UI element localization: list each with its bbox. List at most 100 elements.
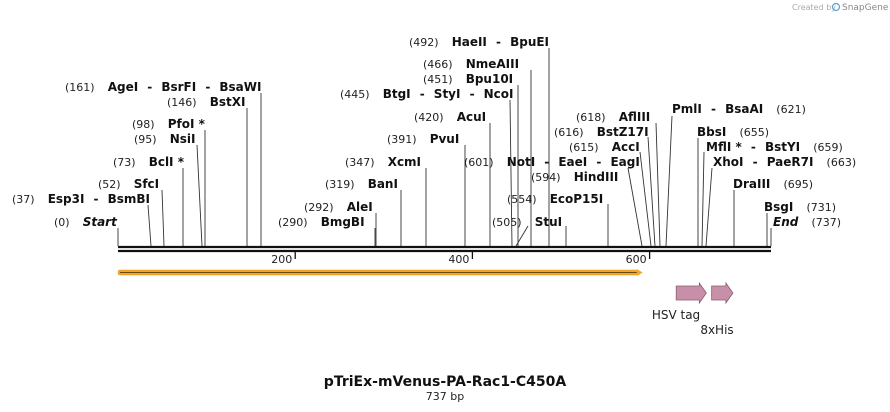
site-mfli[interactable]: MflI * - BstYI (659) <box>706 136 843 155</box>
site-alei[interactable]: (292) AleI <box>304 196 373 215</box>
site-enzyme: NcoI <box>484 87 514 101</box>
site-noti[interactable]: (601) NotI - EaeI - EagI <box>464 151 640 170</box>
site-bcli[interactable]: (73) BclI * <box>113 151 185 170</box>
leader-line <box>705 167 713 247</box>
site-pmli[interactable]: PmlI - BsaAI (621) <box>672 98 806 117</box>
site-enzyme: BbsI <box>697 125 726 139</box>
site-separator: - <box>753 155 758 169</box>
site-enzyme: BstXI <box>210 95 246 109</box>
site-enzyme: StyI <box>434 87 461 101</box>
site-bpu10i[interactable]: (451) Bpu10I <box>423 68 513 87</box>
site-position: (0) <box>54 216 70 229</box>
site-position: (347) <box>345 156 375 169</box>
site-afliii[interactable]: (618) AflIII <box>576 106 650 125</box>
site-enzyme: BsaWI <box>219 80 261 94</box>
site-enzyme: BsmBI <box>108 192 150 206</box>
site-enzyme: BsrFI <box>161 80 196 94</box>
site-bstz17i[interactable]: (616) BstZ17I <box>554 121 649 140</box>
site-leaders <box>117 48 772 247</box>
site-separator: - <box>94 192 99 206</box>
site-enzyme: XcmI <box>388 155 421 169</box>
site-acci[interactable]: (615) AccI <box>569 136 640 155</box>
site-position: (161) <box>65 81 95 94</box>
site-acui[interactable]: (420) AcuI <box>414 106 486 125</box>
site-position: (616) <box>554 126 584 139</box>
site-nsii[interactable]: (95) NsiI <box>134 128 195 147</box>
site-enzyme: PmlI <box>672 102 702 116</box>
site-btgi[interactable]: (445) BtgI - StyI - NcoI <box>340 83 514 102</box>
site-enzyme: AgeI <box>108 80 138 94</box>
site-hindiii[interactable]: (594) HindIII <box>531 166 618 185</box>
leader-line <box>161 189 165 247</box>
scale-ruler: 200 400 600 <box>271 252 651 266</box>
site-separator: - <box>596 155 601 169</box>
site-xhoi[interactable]: XhoI - PaeR7I (663) <box>713 151 856 170</box>
site-position: (98) <box>132 118 155 131</box>
orf-arrowhead <box>636 269 643 276</box>
site-enzyme: DraIII <box>733 177 770 191</box>
site-bani[interactable]: (319) BanI <box>325 173 398 192</box>
site-ecop15i[interactable]: (554) EcoP15I <box>507 188 603 207</box>
site-pvui[interactable]: (391) PvuI <box>387 128 459 147</box>
site-separator: - <box>420 87 425 101</box>
orf-arrow[interactable] <box>117 269 643 276</box>
site-separator: - <box>205 80 210 94</box>
site-start[interactable]: (0) Start <box>54 211 118 230</box>
site-agei[interactable]: (161) AgeI - BsrFI - BsaWI <box>65 76 261 95</box>
leader-line <box>701 151 705 247</box>
site-position: (655) <box>739 126 769 139</box>
hsv-tag-label: HSV tag <box>652 308 700 322</box>
8xhis-arrow[interactable] <box>711 281 734 305</box>
site-position: (52) <box>98 178 121 191</box>
site-position: (615) <box>569 141 599 154</box>
site-enzyme: BpuEI <box>510 35 549 49</box>
site-enzyme: BmgBI <box>321 215 365 229</box>
site-enzyme: AflIII <box>619 110 651 124</box>
backbone <box>118 245 771 253</box>
site-xcmi[interactable]: (347) XcmI <box>345 151 421 170</box>
feature-hsv-tag[interactable]: HSV tag <box>652 281 707 322</box>
site-enzyme: BstZ17I <box>597 125 649 139</box>
site-position: (621) <box>776 103 806 116</box>
site-position: (319) <box>325 178 355 191</box>
site-enzyme: StuI <box>535 215 562 229</box>
site-haeii[interactable]: (492) HaeII - BpuEI <box>409 31 549 50</box>
site-bsgi[interactable]: BsgI (731) <box>764 196 836 215</box>
site-enzyme: MflI * <box>706 140 742 154</box>
site-separator: - <box>544 155 549 169</box>
site-separator: - <box>711 102 716 116</box>
site-enzyme: End <box>773 215 799 229</box>
site-bmgbi[interactable]: (290) BmgBI <box>278 211 365 230</box>
site-enzyme: EaeI <box>558 155 587 169</box>
site-separator: - <box>751 140 756 154</box>
site-stui[interactable]: (505) StuI <box>492 211 562 230</box>
site-enzyme: XhoI <box>713 155 744 169</box>
leader-line <box>147 204 152 247</box>
site-position: (37) <box>12 193 35 206</box>
site-enzyme: PvuI <box>430 132 460 146</box>
site-bstxi[interactable]: (146) BstXI <box>167 91 245 110</box>
hsv-tag-arrow[interactable] <box>675 281 707 305</box>
leader-line <box>655 122 661 247</box>
feature-8xhis[interactable]: 8xHis <box>700 281 734 337</box>
site-position: (420) <box>414 111 444 124</box>
site-labels: (0) Start (37) Esp3I - BsmBI (52) SfcI (… <box>12 31 856 230</box>
site-end[interactable]: End (737) <box>773 211 841 230</box>
site-enzyme: NotI <box>507 155 536 169</box>
scale-tick-label: 200 <box>271 253 292 266</box>
site-position: (492) <box>409 36 439 49</box>
site-enzyme: PaeR7I <box>767 155 814 169</box>
leader-line <box>515 225 529 247</box>
site-position: (73) <box>113 156 136 169</box>
site-sfci[interactable]: (52) SfcI <box>98 173 159 192</box>
site-position: (292) <box>304 201 334 214</box>
site-enzyme: EcoP15I <box>550 192 604 206</box>
site-position: (737) <box>811 216 841 229</box>
site-bbsi[interactable]: BbsI (655) <box>697 121 769 140</box>
site-nmeaiii[interactable]: (466) NmeAIII <box>423 53 519 72</box>
site-draiii[interactable]: DraIII (695) <box>733 173 813 192</box>
site-esp3i[interactable]: (37) Esp3I - BsmBI <box>12 188 150 207</box>
site-enzyme: PfoI * <box>168 117 206 131</box>
site-pfoi[interactable]: (98) PfoI * <box>132 113 206 132</box>
